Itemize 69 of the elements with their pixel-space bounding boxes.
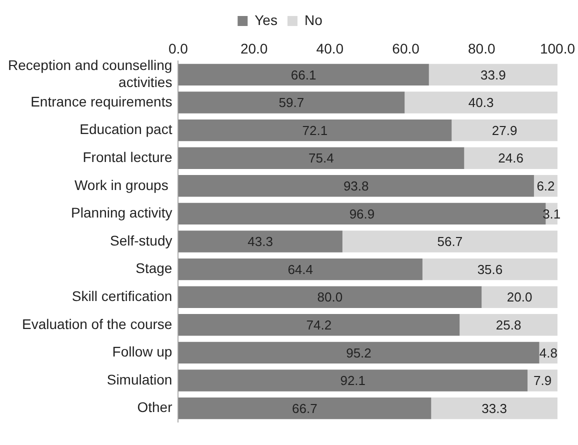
y-tick-label: Reception and counselling activities [8,57,172,90]
bar [428,64,558,86]
bar [178,175,534,197]
bar [482,286,558,308]
bar [178,64,429,86]
data-label: 7.9 [533,373,552,388]
y-tick-label: Simulation [106,371,172,388]
data-label: 33.9 [480,67,506,82]
bar [178,314,460,336]
bar [422,258,558,280]
data-label: 59.7 [278,95,304,110]
data-label: 64.4 [288,262,314,277]
data-label: 25.8 [496,317,522,332]
legend-label: No [304,12,323,28]
x-tick-label: 0.0 [168,40,188,56]
data-label: 92.1 [340,373,366,388]
x-tick-label: 40.0 [316,40,344,56]
bar [178,258,422,280]
data-label: 95.2 [346,345,372,360]
data-label: 93.8 [343,178,369,194]
data-label: 74.2 [306,317,332,332]
bar [464,147,558,169]
bar [452,119,558,142]
y-tick-label: Entrance requirements [30,93,172,110]
x-tick-label: 100.0 [540,40,576,56]
data-label: 3.1 [542,206,561,222]
bar [342,230,558,252]
bar [178,119,452,142]
y-tick-label: Evaluation of the course [22,316,172,332]
y-tick-label: Self-study [110,232,172,248]
bar [178,230,342,252]
data-label: 33.3 [482,400,507,416]
legend-label: Yes [254,12,278,28]
bar [178,397,432,420]
y-tick-label: Work in groups [74,176,172,193]
data-label: 24.6 [498,150,524,166]
data-label: 56.7 [437,234,463,250]
data-label: 75.4 [308,150,334,166]
bar [528,370,558,392]
data-label: 4.8 [539,345,558,360]
bar [431,397,558,420]
y-tick-label: Frontal lecture [82,148,172,165]
data-label: 6.2 [536,178,555,194]
y-tick-label: Other [137,399,173,416]
bar [178,147,464,169]
data-label: 20.0 [506,290,532,305]
bar [178,286,482,308]
x-tick-label: 80.0 [468,40,496,56]
y-tick-label: Stage [136,260,172,276]
bar [178,370,528,392]
data-label: 66.1 [290,67,316,82]
data-label: 40.3 [468,95,494,110]
bar [178,342,540,364]
y-tick-label: Planning activity [71,204,172,221]
data-label: 43.3 [248,234,273,250]
bar [178,92,405,114]
data-label: 66.7 [292,400,318,416]
data-label: 80.0 [317,290,343,305]
data-label: 35.6 [477,262,503,277]
bar [460,314,558,336]
data-label: 96.9 [349,206,375,222]
y-tick-label: Skill certification [72,288,172,304]
bar [404,92,558,114]
y-tick-label: Education pact [80,121,172,138]
x-tick-label: 60.0 [392,40,420,56]
data-label: 72.1 [302,122,328,138]
y-tick-label: Follow up [112,344,172,360]
data-label: 27.9 [492,122,518,138]
x-tick-label: 20.0 [240,40,268,56]
